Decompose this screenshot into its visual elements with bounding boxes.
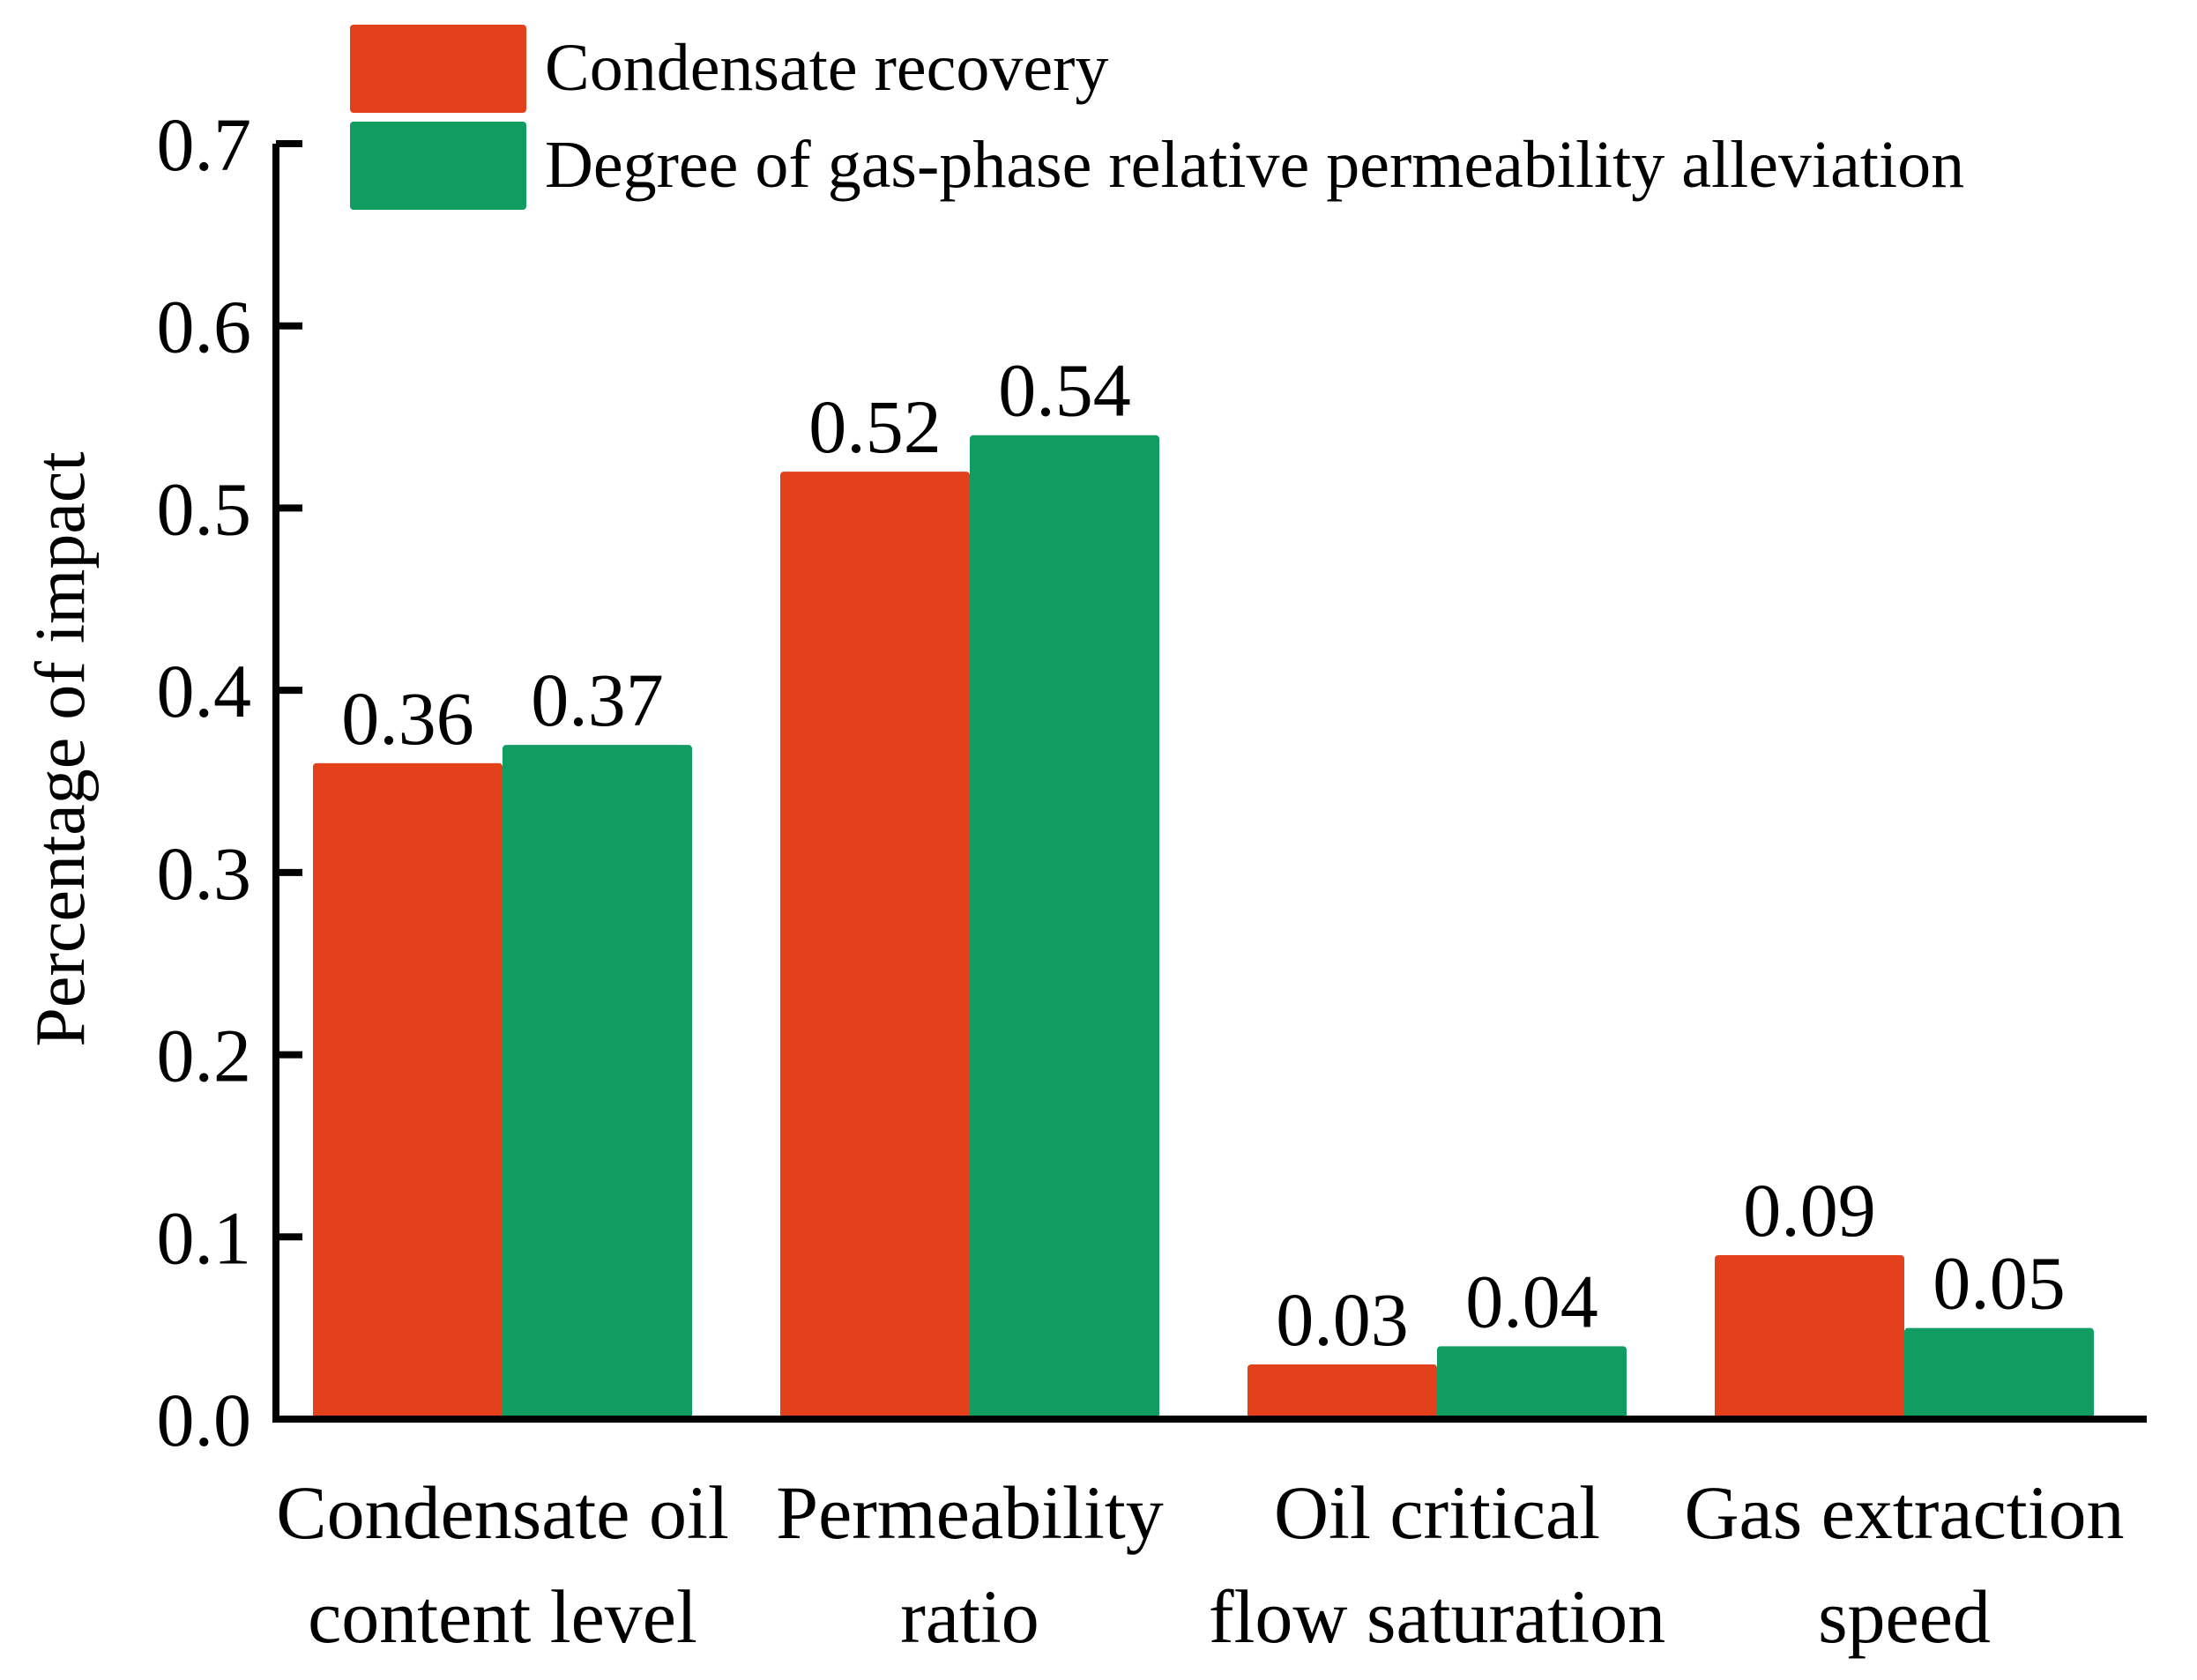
x-category-label: speed [1818, 1574, 1991, 1659]
y-tick-label: 0.4 [157, 649, 252, 733]
bar-gas-phase-alleviation [970, 435, 1159, 1419]
x-category-label: Permeability [776, 1470, 1163, 1555]
y-tick-label: 0.0 [157, 1378, 252, 1462]
x-category-label: Gas extraction [1684, 1470, 2124, 1555]
bar-condensate-recovery [1247, 1364, 1437, 1419]
legend: Condensate recovery Degree of gas-phase r… [350, 25, 1964, 210]
bar-gas-phase-alleviation [1904, 1327, 2094, 1419]
x-category-label: Oil critical [1274, 1470, 1600, 1555]
bar-gas-phase-alleviation [503, 745, 692, 1419]
bars: 0.36 0.37 0.52 0.54 0.03 0.04 0.09 0.05 [313, 348, 2094, 1419]
bar-data-label: 0.09 [1743, 1168, 1876, 1253]
x-category-label: flow saturation [1209, 1574, 1665, 1659]
bar-data-label: 0.36 [341, 676, 474, 761]
legend-swatch [350, 122, 526, 210]
bar-data-label: 0.37 [531, 658, 664, 742]
y-tick-label: 0.7 [157, 102, 252, 187]
bar-data-label: 0.03 [1276, 1277, 1409, 1362]
bar-gas-phase-alleviation [1437, 1346, 1627, 1419]
y-tick-label: 0.3 [157, 831, 252, 916]
y-tick-label: 0.2 [157, 1014, 252, 1098]
bar-condensate-recovery [780, 472, 970, 1419]
y-axis-title: Percentage of impact [22, 451, 100, 1046]
bar-data-label: 0.52 [808, 384, 942, 469]
y-axis: 0.0 0.1 0.2 0.3 0.4 0.5 0.6 0.7 [157, 102, 302, 1462]
bar-condensate-recovery [1715, 1254, 1904, 1419]
y-tick-label: 0.6 [157, 285, 252, 369]
bar-data-label: 0.04 [1465, 1259, 1598, 1343]
x-category-label: content level [308, 1574, 697, 1659]
bar-data-label: 0.05 [1933, 1241, 2066, 1326]
x-category-label: Condensate oil [276, 1470, 729, 1555]
bar-data-label: 0.54 [998, 348, 1131, 433]
bar-condensate-recovery [313, 762, 503, 1419]
y-tick-label: 0.5 [157, 466, 252, 551]
y-tick-label: 0.1 [157, 1195, 252, 1280]
legend-label: Condensate recovery [545, 31, 1108, 105]
legend-swatch [350, 25, 526, 113]
x-category-label: ratio [900, 1574, 1039, 1659]
x-axis: Condensate oil content level Permeability r… [272, 1416, 2147, 1659]
legend-label: Degree of gas-phase relative permeabilit… [545, 128, 1964, 202]
